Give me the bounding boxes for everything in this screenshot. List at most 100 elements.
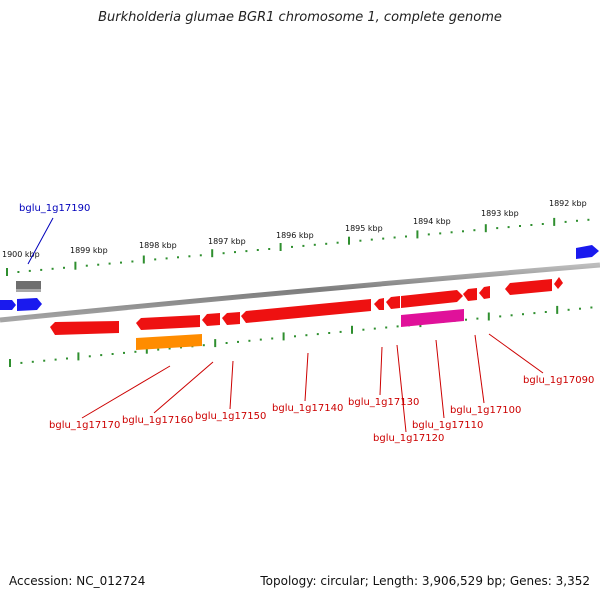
gene-labels: bglu_1g17190 bglu_1g17170 bglu_1g17160 b… [19,203,594,444]
upper-minor-tick [473,229,476,232]
upper-minor-tick [313,243,316,246]
gene-label-bglu-1g17160[interactable]: bglu_1g17160 [122,415,193,426]
neighbor-feature-left-b[interactable] [17,298,42,311]
cds-bglu-1g17150[interactable] [222,312,240,325]
lower-minor-tick [396,325,399,328]
cds-bglu-1g17170[interactable] [50,321,119,335]
lower-minor-tick [533,312,536,315]
gene-label-bglu-1g17170[interactable]: bglu_1g17170 [49,420,120,431]
lower-minor-tick [237,340,239,343]
upper-minor-tick [325,242,328,245]
lower-minor-tick [339,330,342,333]
scale-label-1895: 1895 kbp [345,224,383,233]
upper-minor-tick [530,224,533,226]
lower-minor-tick [579,307,581,310]
lower-minor-tick [43,359,46,362]
lower-minor-tick [66,357,68,360]
lower-minor-tick [590,306,593,309]
scale-label-1896: 1896 kbp [276,231,314,240]
lower-minor-tick [476,317,479,320]
lower-major-tick [77,352,80,361]
lower-major-tick [282,332,285,341]
cds-bglu-1g17085[interactable] [554,277,563,289]
scale-label-1894: 1894 kbp [413,217,451,226]
lower-minor-tick [180,346,182,349]
upper-minor-tick [222,252,225,255]
upper-minor-tick [165,257,168,260]
upper-minor-tick [131,260,134,263]
scale-label-1899: 1899 kbp [70,246,108,255]
lower-minor-tick [259,338,262,341]
upper-minor-tick [462,230,464,233]
upper-minor-tick [154,258,157,261]
cds-bglu-1g17160[interactable] [136,315,200,330]
lower-minor-tick [544,311,547,313]
leader-bglu-1g17130 [379,346,383,396]
leader-bglu-1g17170 [81,365,171,419]
lower-minor-tick [271,337,274,340]
upper-minor-tick [17,271,20,273]
scale-label-1892: 1892 kbp [549,199,587,208]
cds-bglu-1g17100b[interactable] [479,286,490,299]
upper-minor-tick [291,245,293,248]
upper-tick-row [6,217,590,276]
lower-minor-tick [305,334,308,337]
upper-minor-tick [40,268,43,271]
gene-label-bglu-1g17130[interactable]: bglu_1g17130 [348,397,419,408]
lower-minor-tick [157,348,160,351]
lower-minor-tick [510,314,513,317]
upper-major-tick [416,230,419,239]
upper-major-tick [74,261,77,270]
upper-minor-tick [177,256,179,259]
leader-bglu-1g17150 [229,360,234,410]
upper-minor-tick [450,231,453,234]
lower-major-tick [487,312,490,321]
scale-labels: 1900 kbp 1899 kbp 1898 kbp 1897 kbp 1896… [2,199,587,259]
cds-bglu-1g17130[interactable] [374,298,384,310]
leader-bglu-1g17110 [435,339,445,419]
lower-minor-tick [362,328,365,331]
cds-bglu-1g17140[interactable] [241,299,371,323]
gray-feature-bglu-1g17190[interactable] [16,281,41,291]
cds-bglu-1g17090[interactable] [505,279,552,295]
gene-label-bglu-1g17140[interactable]: bglu_1g17140 [272,403,343,414]
lower-minor-tick [225,342,228,344]
upper-minor-tick [51,267,54,270]
lower-minor-tick [328,332,331,334]
upper-minor-tick [108,262,111,265]
upper-minor-tick [439,232,442,235]
gene-label-bglu-1g17110[interactable]: bglu_1g17110 [412,420,483,431]
lower-minor-tick [168,347,171,350]
cds-bglu-1g17155[interactable] [202,313,220,326]
gene-label-bglu-1g17150[interactable]: bglu_1g17150 [195,411,266,422]
gene-label-bglu-1g17190[interactable]: bglu_1g17190 [19,203,90,214]
upper-major-tick [142,255,145,264]
gene-label-bglu-1g17100[interactable]: bglu_1g17100 [450,405,521,416]
upper-major-tick [348,236,350,245]
gray-feature-shadow [16,289,41,292]
scale-label-1900: 1900 kbp [2,250,40,259]
rna-bglu-1g17160[interactable] [136,334,202,350]
cds-bglu-1g17100a[interactable] [463,288,477,301]
gene-label-bglu-1g17120[interactable]: bglu_1g17120 [373,433,444,444]
cds-bglu-1g17110[interactable] [401,290,463,308]
upper-minor-tick [576,219,578,222]
leader-bglu-1g17190 [27,217,54,265]
upper-minor-tick [336,241,339,244]
map-title: Burkholderia glumae BGR1 chromosome 1, c… [98,10,502,25]
pseudo-bglu-1g17110[interactable] [401,309,464,327]
lower-minor-tick [248,339,251,342]
neighbor-feature-left-a[interactable] [0,300,16,310]
neighbor-feature-right[interactable] [576,245,599,259]
scale-label-1897: 1897 kbp [208,237,246,246]
neighbor-features [0,245,599,311]
lower-major-tick [214,339,217,348]
lower-major-tick [556,305,559,314]
lower-minor-tick [20,361,23,364]
upper-minor-tick [427,233,430,236]
lower-major-tick [351,325,353,334]
lower-minor-tick [465,318,467,321]
gene-label-bglu-1g17090[interactable]: bglu_1g17090 [523,375,594,386]
cds-bglu-1g17120[interactable] [386,296,400,309]
lower-minor-tick [100,354,103,357]
